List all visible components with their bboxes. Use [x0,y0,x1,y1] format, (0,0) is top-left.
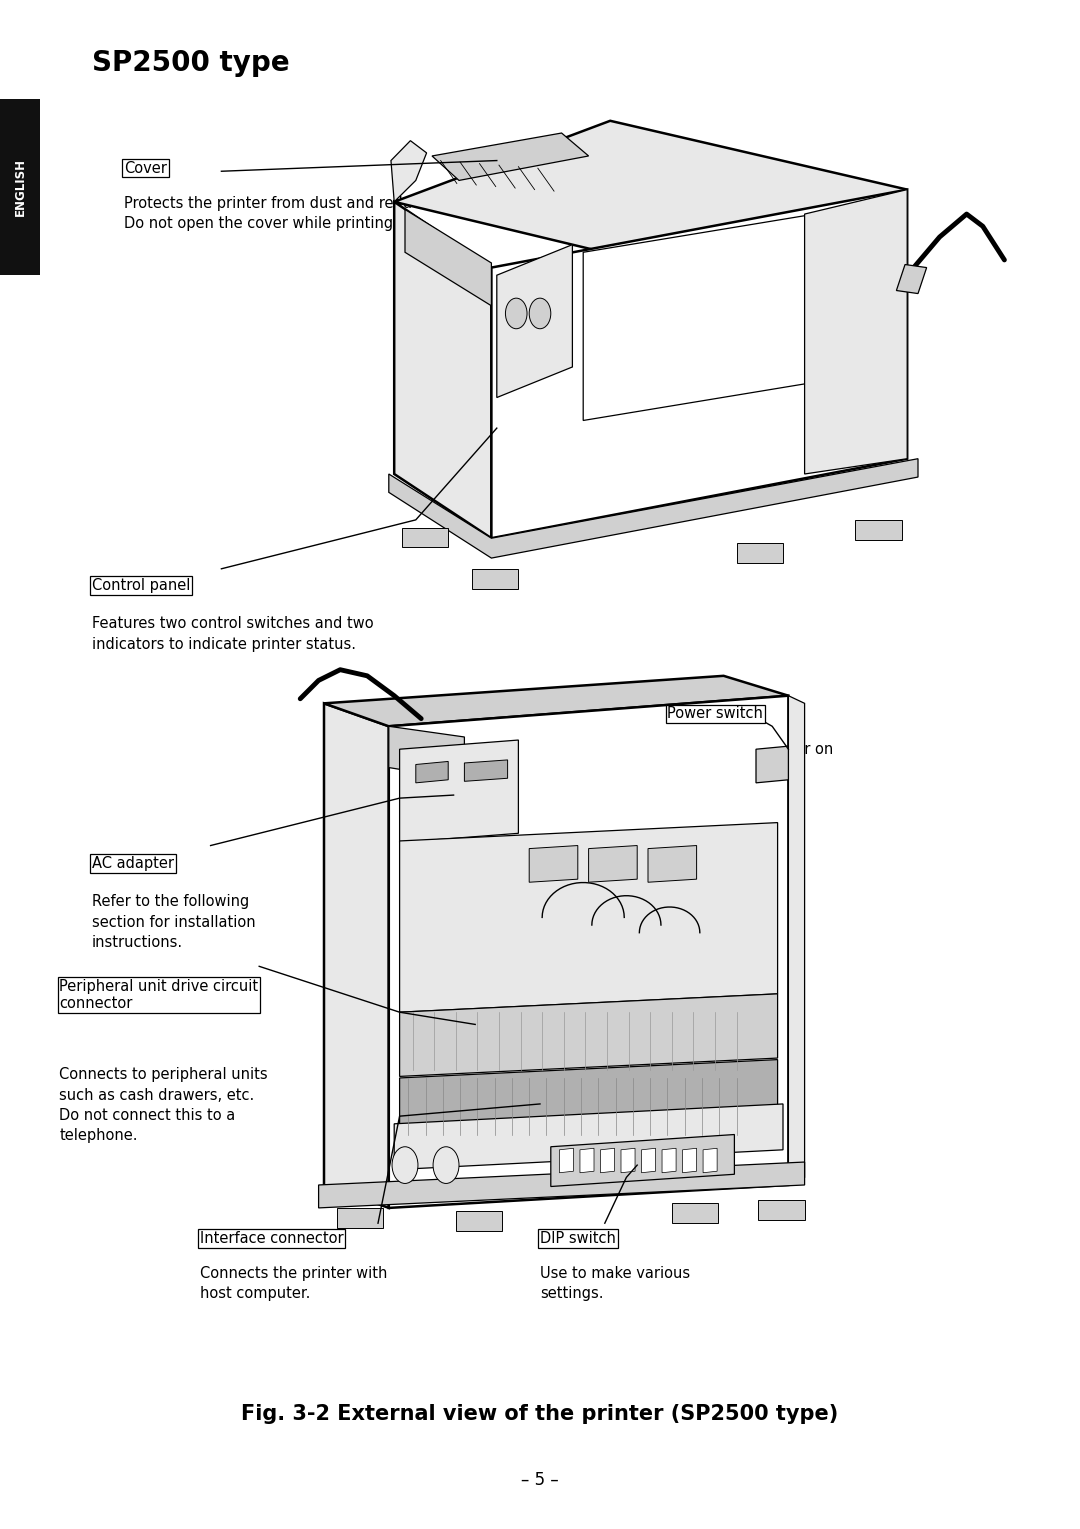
Polygon shape [683,1148,697,1173]
Text: Features two control switches and two
indicators to indicate printer status.: Features two control switches and two in… [92,616,374,651]
Polygon shape [416,761,448,783]
Polygon shape [580,1148,594,1173]
Text: Use to make various
settings.: Use to make various settings. [540,1266,690,1301]
Circle shape [392,1147,418,1183]
Text: Cover: Cover [124,161,167,176]
Text: Refer to the following
section for installation
instructions.: Refer to the following section for insta… [92,894,256,950]
Polygon shape [389,459,918,558]
Polygon shape [788,696,805,1185]
Polygon shape [648,846,697,882]
Text: Turns printer power on
and off.: Turns printer power on and off. [667,742,834,777]
Polygon shape [400,823,778,1012]
Polygon shape [337,1208,383,1228]
Polygon shape [405,209,491,306]
Polygon shape [896,265,927,294]
Circle shape [529,298,551,329]
Polygon shape [589,846,637,882]
Polygon shape [662,1148,676,1173]
Text: SP2500 type: SP2500 type [92,49,289,76]
Polygon shape [324,676,788,726]
Circle shape [433,1147,459,1183]
Polygon shape [600,1148,615,1173]
Text: Control panel: Control panel [92,578,190,593]
Polygon shape [394,1104,783,1170]
Polygon shape [391,141,427,202]
Text: Peripheral unit drive circuit
connector: Peripheral unit drive circuit connector [59,979,258,1011]
FancyBboxPatch shape [0,99,40,275]
Polygon shape [855,520,902,540]
Polygon shape [394,202,491,538]
Text: Interface connector: Interface connector [200,1231,343,1246]
Polygon shape [737,543,783,563]
Polygon shape [432,133,589,180]
Text: ENGLISH: ENGLISH [13,159,27,216]
Polygon shape [402,528,448,547]
Text: Power switch: Power switch [667,706,764,722]
Polygon shape [621,1148,635,1173]
Text: Connects to peripheral units
such as cash drawers, etc.
Do not connect this to a: Connects to peripheral units such as cas… [59,1067,268,1144]
Polygon shape [400,1060,778,1142]
Polygon shape [400,740,518,842]
Polygon shape [491,190,907,538]
Polygon shape [389,696,788,1208]
Polygon shape [756,746,788,783]
Polygon shape [389,726,464,780]
Polygon shape [529,846,578,882]
Circle shape [505,298,527,329]
Polygon shape [472,569,518,589]
Polygon shape [319,1162,805,1208]
Polygon shape [672,1203,718,1223]
Polygon shape [642,1148,656,1173]
Polygon shape [456,1211,502,1231]
Text: Connects the printer with
host computer.: Connects the printer with host computer. [200,1266,387,1301]
Text: DIP switch: DIP switch [540,1231,616,1246]
Text: – 5 –: – 5 – [522,1471,558,1489]
Polygon shape [703,1148,717,1173]
Polygon shape [400,994,778,1076]
Polygon shape [559,1148,573,1173]
Polygon shape [805,190,907,474]
Polygon shape [497,245,572,398]
Text: Protects the printer from dust and reduces noise.
Do not open the cover while pr: Protects the printer from dust and reduc… [124,196,486,231]
Polygon shape [583,199,907,420]
Polygon shape [551,1135,734,1187]
Text: AC adapter: AC adapter [92,856,174,872]
Polygon shape [324,703,389,1208]
Polygon shape [758,1200,805,1220]
Polygon shape [464,760,508,781]
Text: Fig. 3-2 External view of the printer (SP2500 type): Fig. 3-2 External view of the printer (S… [241,1404,839,1425]
Polygon shape [394,121,907,272]
